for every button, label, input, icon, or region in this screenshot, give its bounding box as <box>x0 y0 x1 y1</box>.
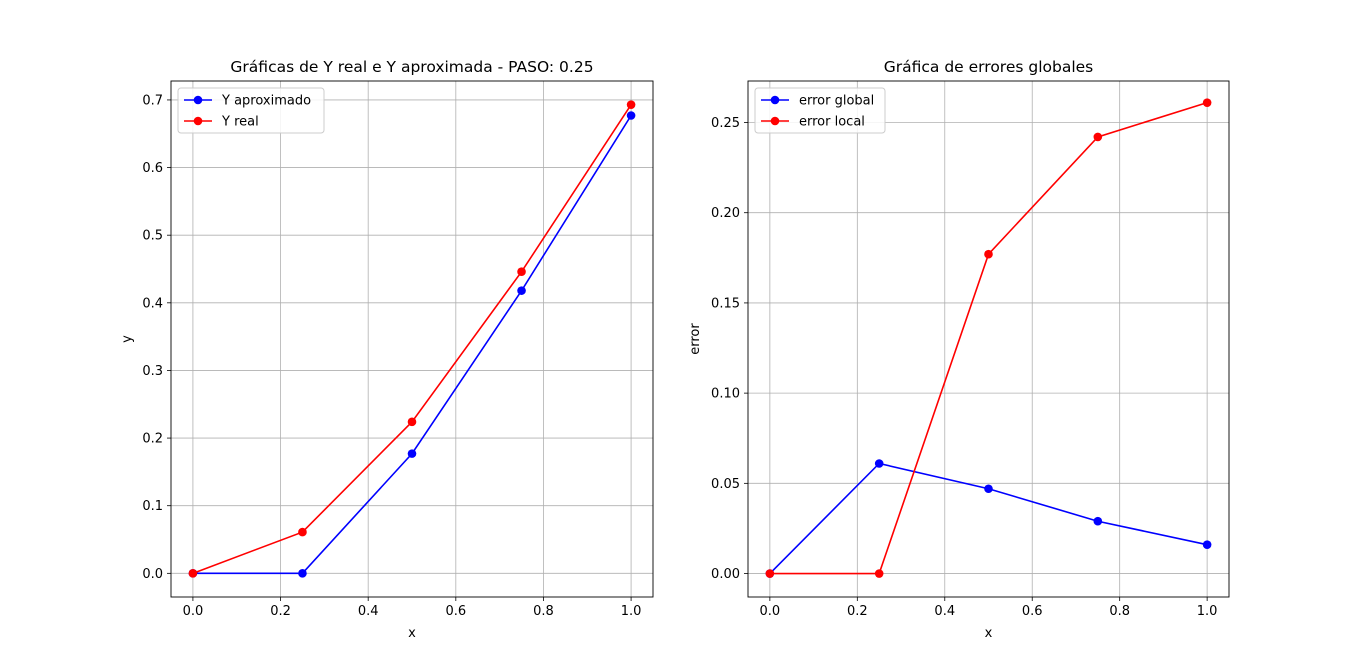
chart-title: Gráficas de Y real e Y aproximada - PASO… <box>230 58 593 76</box>
chart-panel-1: 0.0 0.2 0.4 0.6 0.8 1.0 0.0 0.1 0.2 0.3 0.4 0.5 0.6 0… <box>120 58 654 641</box>
series-2-point <box>1093 132 1103 142</box>
series-2-point <box>984 249 993 259</box>
x-tick-label: 0.4 <box>934 604 955 619</box>
x-axis-label: x <box>985 626 993 641</box>
legend-marker-2 <box>193 116 203 126</box>
series-1-point <box>1202 540 1212 549</box>
legend-label-1: Y aproximado <box>221 94 311 109</box>
series-1-point <box>626 111 636 120</box>
y-axis-label: y <box>120 335 135 343</box>
y-tick-label: 0.0 <box>142 567 163 582</box>
series-1-point <box>874 459 884 468</box>
series-1-point <box>984 484 993 494</box>
x-tick-label: 0.2 <box>847 604 868 619</box>
x-tick-label: 0.2 <box>270 604 291 619</box>
axes-frame <box>747 80 1230 598</box>
x-tick-label: 0.8 <box>533 604 554 619</box>
x-tick-label: 0.8 <box>1109 604 1130 619</box>
x-tick-label: 0.0 <box>760 604 781 619</box>
series-2-point <box>517 267 526 277</box>
x-tick-label: 0.4 <box>358 604 379 619</box>
y-axis-label: error <box>688 323 703 355</box>
y-tick-label: 0.25 <box>711 116 740 131</box>
y-tick-label: 0.20 <box>711 206 740 221</box>
series-2-point <box>1202 98 1212 107</box>
y-tick-label: 0.6 <box>142 161 163 176</box>
y-tick-label: 0.5 <box>142 229 163 244</box>
chart-title: Gráfica de errores globales <box>884 58 1094 76</box>
x-axis-label: x <box>408 626 416 641</box>
legend-marker-2 <box>770 116 780 126</box>
legend-label-1: error global <box>799 94 874 109</box>
legend-box <box>177 87 325 134</box>
legend-label-2: error local <box>799 115 865 130</box>
y-tick-label: 0.3 <box>142 364 163 379</box>
x-tick-label: 0.6 <box>1022 604 1043 619</box>
x-tick-label: 1.0 <box>1197 604 1218 619</box>
x-tick-label: 0.6 <box>445 604 466 619</box>
series-2-point <box>188 569 198 578</box>
y-tick-label: 0.7 <box>142 93 163 108</box>
series-2-point <box>298 527 307 537</box>
series-2-point <box>765 569 775 578</box>
chart-panel-2: 0.0 0.2 0.4 0.6 0.8 1.0 0.00 0.05 0.10 0.15 0.20 0.… <box>688 58 1230 641</box>
y-tick-label: 0.1 <box>142 499 163 514</box>
series-1-point <box>298 569 307 578</box>
series-2-point <box>874 569 884 578</box>
legend-marker-1 <box>770 95 780 105</box>
series-1-point <box>407 449 417 458</box>
x-tick-label: 0.0 <box>183 604 204 619</box>
y-tick-label: 0.15 <box>711 296 740 311</box>
axes-frame <box>170 80 654 598</box>
x-tick-label: 1.0 <box>621 604 642 619</box>
y-tick-label: 0.4 <box>142 296 163 311</box>
y-tick-label: 0.10 <box>711 387 740 402</box>
series-2-point <box>626 100 636 109</box>
series-1-point <box>1093 516 1103 526</box>
series-1-point <box>517 286 526 295</box>
y-tick-label: 0.05 <box>711 477 740 492</box>
y-tick-label: 0.00 <box>711 567 740 582</box>
series-2-point <box>407 417 417 427</box>
legend-marker-1 <box>193 95 203 105</box>
y-tick-label: 0.2 <box>142 432 163 447</box>
legend-label-2: Y real <box>221 115 259 130</box>
